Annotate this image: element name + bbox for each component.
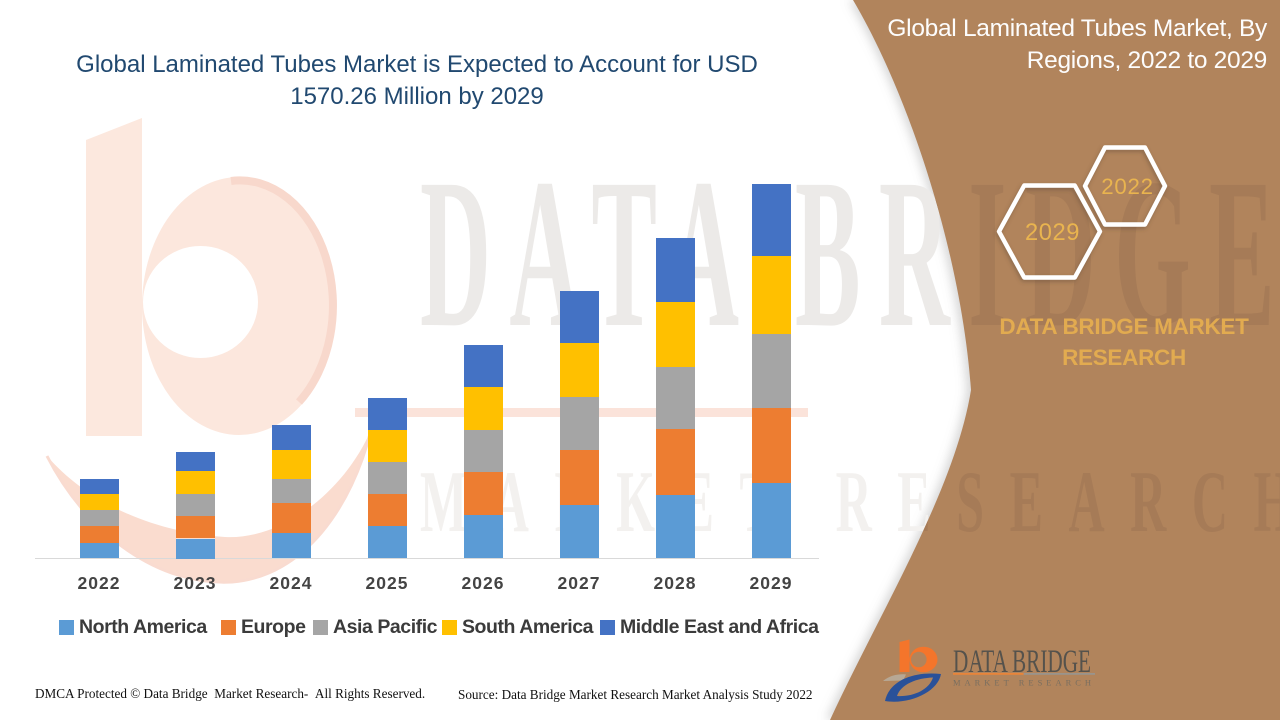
svg-text:MARKET RESEARCH: MARKET RESEARCH [953, 678, 1095, 688]
svg-text:2029: 2029 [1025, 220, 1080, 246]
svg-text:DATA BRIDGE: DATA BRIDGE [420, 135, 1280, 372]
svg-text:MARKET RESEARCH: MARKET RESEARCH [420, 454, 1280, 551]
svg-text:2022: 2022 [1101, 174, 1153, 199]
